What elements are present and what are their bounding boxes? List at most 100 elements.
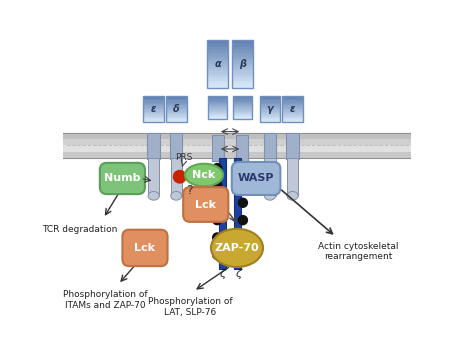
FancyBboxPatch shape — [100, 163, 145, 194]
Bar — [233, 100, 252, 101]
Bar — [282, 99, 303, 100]
Bar — [209, 100, 228, 101]
Text: ε: ε — [151, 104, 156, 114]
Bar — [209, 99, 228, 100]
Bar — [208, 40, 228, 42]
Text: δ: δ — [173, 104, 180, 114]
Bar — [166, 96, 187, 122]
Bar — [260, 96, 281, 122]
Text: TCR degradation: TCR degradation — [42, 225, 118, 234]
Bar — [233, 97, 252, 98]
Bar — [232, 57, 253, 59]
Text: ζ: ζ — [235, 269, 241, 279]
Text: ε: ε — [290, 104, 295, 114]
Bar — [143, 105, 164, 106]
Bar — [282, 109, 303, 110]
Bar — [233, 104, 252, 105]
Bar — [166, 103, 187, 104]
Bar — [233, 96, 252, 97]
Bar — [232, 44, 253, 47]
Bar — [64, 139, 410, 146]
Bar — [143, 100, 164, 101]
Bar — [209, 96, 228, 97]
Bar — [232, 74, 253, 76]
Bar — [232, 59, 253, 62]
Bar — [260, 108, 281, 109]
Ellipse shape — [148, 191, 159, 200]
Ellipse shape — [185, 164, 223, 186]
Bar — [232, 47, 253, 49]
Bar — [166, 118, 187, 119]
Bar — [166, 100, 187, 101]
Text: Numb: Numb — [104, 174, 141, 183]
Bar — [233, 108, 252, 110]
Bar — [166, 119, 187, 121]
Bar — [209, 114, 228, 115]
Bar — [287, 158, 298, 196]
Bar — [232, 86, 253, 88]
Bar — [208, 81, 228, 83]
Text: Lck: Lck — [195, 199, 216, 210]
Circle shape — [238, 233, 247, 242]
Bar — [232, 83, 253, 86]
Bar — [260, 105, 281, 106]
Bar — [209, 97, 228, 98]
Bar — [232, 69, 253, 71]
Bar — [209, 116, 228, 118]
Bar — [232, 78, 253, 81]
Text: ZAP-70: ZAP-70 — [215, 243, 259, 253]
Bar — [166, 101, 187, 103]
Bar — [282, 106, 303, 108]
Bar — [64, 152, 410, 158]
Text: Phosphorylation of
LAT, SLP-76: Phosphorylation of LAT, SLP-76 — [148, 297, 232, 317]
Bar — [208, 44, 228, 47]
Bar — [260, 110, 281, 112]
Bar — [233, 114, 252, 115]
Bar — [143, 114, 164, 116]
Bar — [208, 76, 228, 78]
Bar — [143, 112, 164, 113]
Bar — [147, 133, 160, 159]
Bar — [166, 117, 187, 118]
FancyBboxPatch shape — [183, 187, 228, 222]
Bar — [232, 54, 253, 57]
Bar — [233, 111, 252, 112]
Bar — [234, 158, 241, 269]
Bar — [282, 119, 303, 121]
Bar — [232, 49, 253, 52]
Bar — [170, 133, 182, 159]
Bar — [282, 97, 303, 99]
Bar — [143, 99, 164, 100]
Bar — [166, 109, 187, 110]
Circle shape — [238, 163, 247, 173]
Bar — [282, 104, 303, 105]
Bar — [166, 110, 187, 112]
Bar — [209, 103, 228, 104]
Bar — [209, 98, 228, 99]
Bar — [208, 40, 228, 88]
Bar — [260, 97, 281, 99]
Circle shape — [213, 250, 222, 259]
Text: α: α — [215, 59, 221, 69]
Bar — [166, 108, 187, 109]
Bar — [282, 100, 303, 101]
Bar — [143, 97, 164, 99]
Bar — [208, 66, 228, 69]
Bar — [233, 118, 252, 119]
Bar — [264, 158, 275, 196]
Bar — [208, 59, 228, 62]
Bar — [219, 158, 226, 269]
Bar — [233, 107, 252, 108]
Bar — [208, 52, 228, 54]
Bar — [232, 71, 253, 74]
FancyBboxPatch shape — [232, 162, 281, 195]
Text: Lck: Lck — [135, 243, 155, 253]
Bar — [208, 86, 228, 88]
Bar — [260, 99, 281, 100]
Bar — [264, 133, 276, 159]
Bar — [209, 118, 228, 119]
Bar — [143, 119, 164, 121]
Bar — [233, 112, 252, 113]
Bar — [209, 112, 228, 113]
Bar — [208, 64, 228, 66]
